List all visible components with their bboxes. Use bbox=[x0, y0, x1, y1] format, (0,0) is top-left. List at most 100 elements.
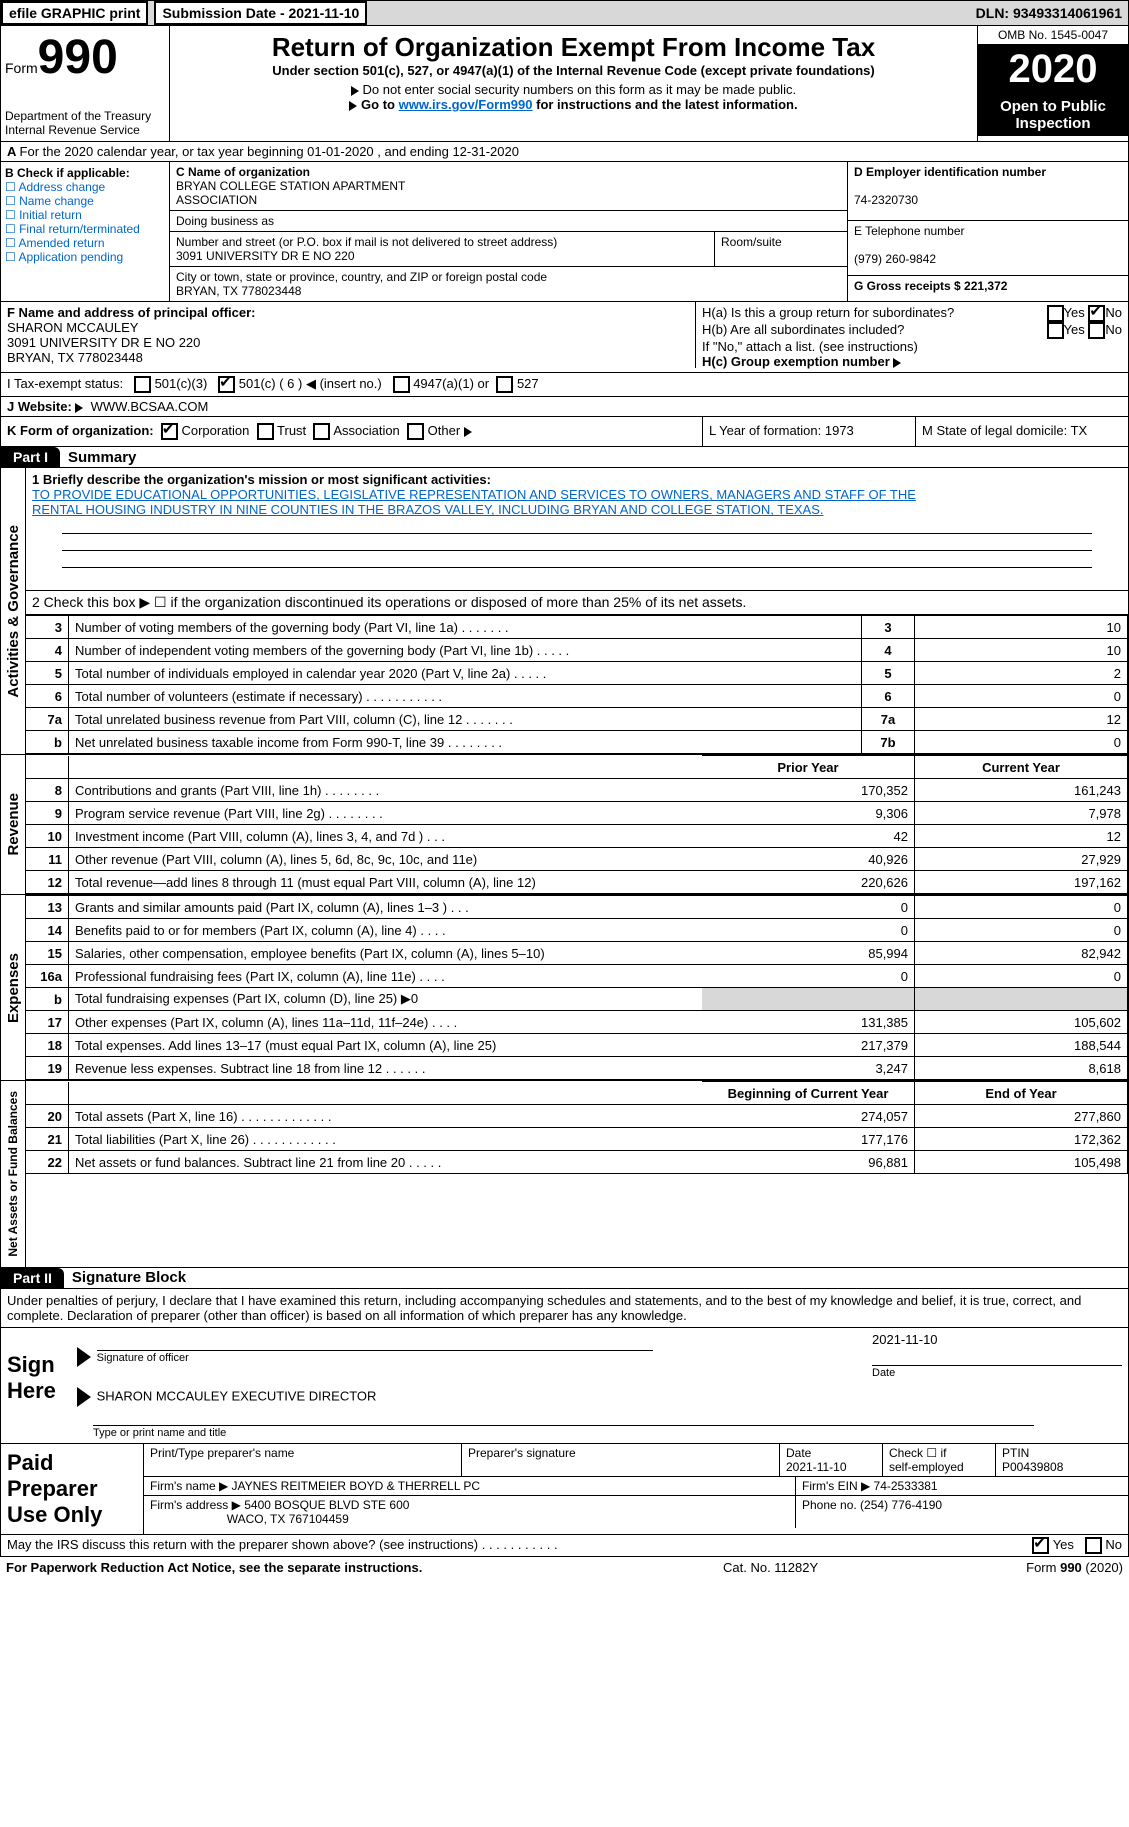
year-formation: L Year of formation: 1973 bbox=[702, 417, 915, 446]
arrow-icon bbox=[75, 403, 83, 413]
vert-netassets: Net Assets or Fund Balances bbox=[4, 1081, 22, 1267]
firm-addr2: WACO, TX 767104459 bbox=[227, 1512, 349, 1526]
table-row: 19Revenue less expenses. Subtract line 1… bbox=[26, 1057, 1128, 1080]
sig-officer-label: Signature of officer bbox=[97, 1350, 654, 1364]
vert-governance: Activities & Governance bbox=[3, 515, 24, 708]
table-row: 20Total assets (Part X, line 16) . . . .… bbox=[26, 1105, 1128, 1128]
note-ssn: Do not enter social security numbers on … bbox=[174, 82, 973, 97]
firm-ein: 74-2533381 bbox=[874, 1479, 938, 1493]
note-link: Go to www.irs.gov/Form990 for instructio… bbox=[174, 97, 973, 112]
cat-no: Cat. No. 11282Y bbox=[723, 1560, 923, 1575]
table-row: 10Investment income (Part VIII, column (… bbox=[26, 825, 1128, 848]
527-checkbox[interactable] bbox=[496, 376, 513, 393]
ha-yes-checkbox[interactable] bbox=[1047, 305, 1064, 322]
efile-print-button[interactable]: efile GRAPHIC print bbox=[1, 1, 148, 25]
form-subtitle: Under section 501(c), 527, or 4947(a)(1)… bbox=[174, 63, 973, 78]
arrow-icon bbox=[77, 1387, 91, 1407]
hb-yes-checkbox[interactable] bbox=[1047, 322, 1064, 339]
gross-receipts: G Gross receipts $ 221,372 bbox=[854, 279, 1007, 293]
firm-name-label: Firm's name ▶ bbox=[150, 1479, 228, 1493]
footer: For Paperwork Reduction Act Notice, see … bbox=[0, 1557, 1129, 1578]
discuss-yes-checkbox[interactable] bbox=[1032, 1537, 1049, 1554]
prep-name-label: Print/Type preparer's name bbox=[144, 1444, 462, 1476]
hb-label: H(b) Are all subordinates included? bbox=[702, 322, 1047, 339]
table-row: 13Grants and similar amounts paid (Part … bbox=[26, 896, 1128, 919]
prep-sig-label: Preparer's signature bbox=[462, 1444, 780, 1476]
prep-date-label: Date bbox=[786, 1446, 811, 1460]
form-number: Form990 bbox=[5, 30, 165, 85]
phone-value: (979) 260-9842 bbox=[854, 252, 936, 266]
k-trust-checkbox[interactable] bbox=[257, 423, 274, 440]
table-row: 5Total number of individuals employed in… bbox=[26, 662, 1128, 685]
part1-expenses: Expenses 13Grants and similar amounts pa… bbox=[0, 895, 1129, 1081]
arrow-icon bbox=[77, 1347, 91, 1367]
i-label: I Tax-exempt status: bbox=[7, 376, 123, 391]
sig-date: 2021-11-10 bbox=[872, 1332, 938, 1347]
part2-tab: Part II bbox=[1, 1268, 64, 1288]
mission-text-2: RENTAL HOUSING INDUSTRY IN NINE COUNTIES… bbox=[32, 502, 824, 517]
discuss-row: May the IRS discuss this return with the… bbox=[0, 1535, 1129, 1557]
addr-label: Number and street (or P.O. box if mail i… bbox=[176, 235, 557, 249]
ptin-value: P00439808 bbox=[1002, 1460, 1063, 1474]
f-label: F Name and address of principal officer: bbox=[7, 305, 256, 320]
part1-tab: Part I bbox=[1, 447, 60, 467]
phone-label: E Telephone number bbox=[854, 224, 965, 238]
opt-amended-return[interactable]: ☐ Amended return bbox=[5, 236, 165, 250]
section-k: K Form of organization: Corporation Trus… bbox=[0, 417, 1129, 447]
table-row: 8Contributions and grants (Part VIII, li… bbox=[26, 779, 1128, 802]
opt-address-change[interactable]: ☐ Address change bbox=[5, 180, 165, 194]
k-other-checkbox[interactable] bbox=[407, 423, 424, 440]
table-row: 15Salaries, other compensation, employee… bbox=[26, 942, 1128, 965]
opt-final-return[interactable]: ☐ Final return/terminated bbox=[5, 222, 165, 236]
ptin-label: PTIN bbox=[1002, 1446, 1029, 1460]
table-row: 16aProfessional fundraising fees (Part I… bbox=[26, 965, 1128, 988]
opt-application-pending[interactable]: ☐ Application pending bbox=[5, 250, 165, 264]
ein-label: D Employer identification number bbox=[854, 165, 1046, 179]
vert-revenue: Revenue bbox=[3, 783, 24, 866]
arrow-icon bbox=[349, 101, 357, 111]
4947-checkbox[interactable] bbox=[393, 376, 410, 393]
table-row: bNet unrelated business taxable income f… bbox=[26, 731, 1128, 754]
hb-no-checkbox[interactable] bbox=[1088, 322, 1105, 339]
ha-no-checkbox[interactable] bbox=[1088, 305, 1105, 322]
q2-checkbox-line: 2 Check this box ▶ ☐ if the organization… bbox=[26, 591, 1128, 615]
c-label: C Name of organization bbox=[176, 165, 310, 179]
form-title: Return of Organization Exempt From Incom… bbox=[174, 32, 973, 63]
omb-number: OMB No. 1545-0047 bbox=[978, 26, 1128, 45]
tax-year: 2020 bbox=[978, 45, 1128, 94]
submission-date-button[interactable]: Submission Date - 2021-11-10 bbox=[154, 1, 367, 25]
k-corp-checkbox[interactable] bbox=[161, 423, 178, 440]
dba-label: Doing business as bbox=[176, 214, 274, 228]
irs-label: Internal Revenue Service bbox=[5, 123, 165, 137]
page: efile GRAPHIC print Submission Date - 20… bbox=[0, 0, 1129, 1578]
form-page: Form 990 (2020) bbox=[923, 1560, 1123, 1575]
table-row: 6Total number of volunteers (estimate if… bbox=[26, 685, 1128, 708]
officer-name-title: SHARON MCCAULEY EXECUTIVE DIRECTOR bbox=[97, 1388, 377, 1403]
opt-initial-return[interactable]: ☐ Initial return bbox=[5, 208, 165, 222]
ha-label: H(a) Is this a group return for subordin… bbox=[702, 305, 1047, 322]
section-header-info: B Check if applicable: ☐ Address change … bbox=[0, 162, 1129, 302]
firm-name: JAYNES REITMEIER BOYD & THERRELL PC bbox=[232, 1479, 481, 1493]
paid-preparer-block: Paid Preparer Use Only Print/Type prepar… bbox=[0, 1444, 1129, 1535]
k-assoc-checkbox[interactable] bbox=[313, 423, 330, 440]
topbar: efile GRAPHIC print Submission Date - 20… bbox=[0, 0, 1129, 26]
501c-checkbox[interactable] bbox=[218, 376, 235, 393]
governance-table: 3Number of voting members of the governi… bbox=[26, 615, 1128, 754]
firm-addr-label: Firm's address ▶ bbox=[150, 1498, 241, 1512]
revenue-table: Prior Year Current Year 8Contributions a… bbox=[26, 755, 1128, 894]
dept-treasury: Department of the Treasury bbox=[5, 109, 165, 123]
officer-addr2: BRYAN, TX 778023448 bbox=[7, 350, 143, 365]
city-label: City or town, state or province, country… bbox=[176, 270, 547, 284]
table-row: 17Other expenses (Part IX, column (A), l… bbox=[26, 1011, 1128, 1034]
table-row: bTotal fundraising expenses (Part IX, co… bbox=[26, 988, 1128, 1011]
instructions-link[interactable]: www.irs.gov/Form990 bbox=[399, 97, 533, 112]
501c3-checkbox[interactable] bbox=[134, 376, 151, 393]
mission-text-1: TO PROVIDE EDUCATIONAL OPPORTUNITIES, LE… bbox=[32, 487, 916, 502]
firm-addr1: 5400 BOSQUE BLVD STE 600 bbox=[244, 1498, 409, 1512]
hdr-prior: Prior Year bbox=[702, 756, 915, 779]
discuss-no-checkbox[interactable] bbox=[1085, 1537, 1102, 1554]
opt-name-change[interactable]: ☐ Name change bbox=[5, 194, 165, 208]
hc-label: H(c) Group exemption number bbox=[702, 354, 890, 369]
table-row: 14Benefits paid to or for members (Part … bbox=[26, 919, 1128, 942]
city-state-zip: BRYAN, TX 778023448 bbox=[176, 284, 301, 298]
